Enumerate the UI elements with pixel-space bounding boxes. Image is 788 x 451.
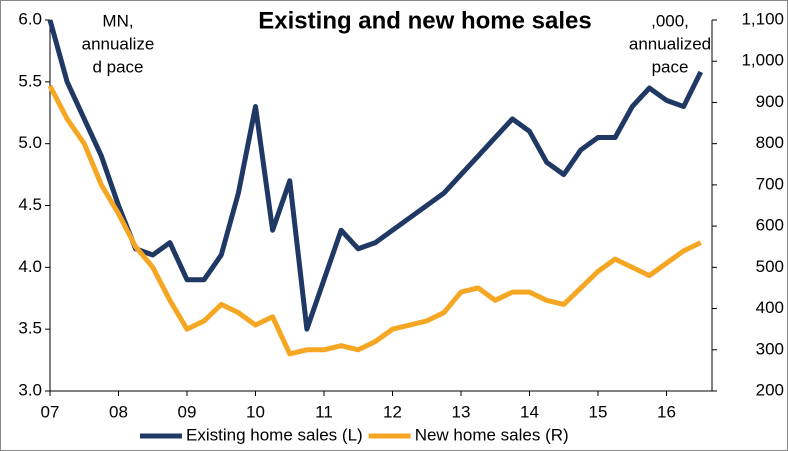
y2-tick-label: 1,000 — [741, 51, 784, 70]
x-tick-label: 09 — [178, 402, 197, 421]
legend-label: New home sales (R) — [415, 425, 569, 444]
x-tick-label: 11 — [315, 402, 333, 421]
annotation: ,000, — [651, 11, 689, 30]
y2-tick-label: 1,100 — [741, 9, 784, 28]
y-tick-label: 4.0 — [18, 257, 42, 276]
annotation: MN, — [102, 11, 133, 30]
chart-title: Existing and new home sales — [258, 7, 591, 34]
x-tick-label: 16 — [657, 402, 676, 421]
y2-tick-label: 500 — [756, 257, 784, 276]
y2-tick-label: 200 — [756, 380, 784, 399]
x-tick-label: 13 — [452, 402, 471, 421]
y-tick-label: 3.0 — [18, 380, 42, 399]
x-tick-label: 10 — [246, 402, 265, 421]
legend-label: Existing home sales (L) — [186, 425, 363, 444]
annotation: annualized — [629, 34, 711, 53]
y2-tick-label: 700 — [756, 174, 784, 193]
y2-tick-label: 600 — [756, 216, 784, 235]
series-line — [47, 84, 702, 357]
x-tick-label: 15 — [589, 402, 608, 421]
y2-tick-label: 800 — [756, 133, 784, 152]
y-tick-label: 5.5 — [18, 71, 42, 90]
annotation: pace — [652, 57, 689, 76]
y2-tick-label: 300 — [756, 339, 784, 358]
y-tick-label: 6.0 — [18, 9, 42, 28]
y-tick-label: 4.5 — [18, 195, 42, 214]
y-tick-label: 5.0 — [18, 133, 42, 152]
annotation: annualize — [82, 34, 155, 53]
y2-tick-label: 900 — [756, 92, 784, 111]
series-line — [47, 19, 703, 332]
x-tick-label: 07 — [41, 402, 60, 421]
x-tick-label: 14 — [520, 402, 539, 421]
y-tick-label: 3.5 — [18, 319, 42, 338]
y2-tick-label: 400 — [756, 298, 784, 317]
x-tick-label: 12 — [383, 402, 402, 421]
annotation: d pace — [92, 57, 143, 76]
x-tick-label: 08 — [109, 402, 128, 421]
